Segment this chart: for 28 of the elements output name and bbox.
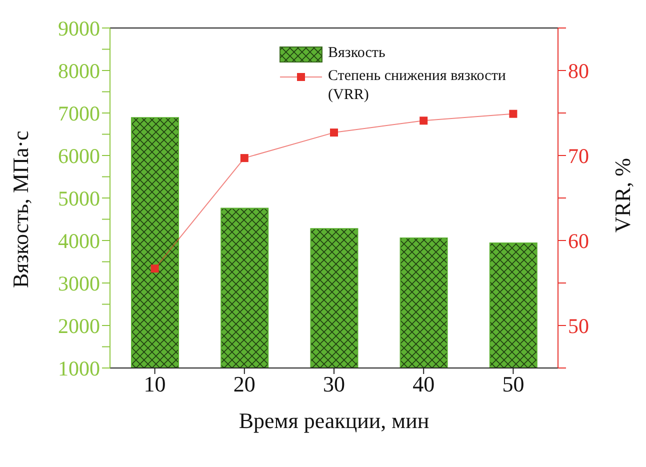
point	[330, 128, 338, 137]
legend-label: Вязкость	[328, 44, 386, 63]
x-tick-label: 30	[323, 372, 345, 397]
x-tick-label: 50	[502, 372, 524, 397]
y-tick-label: 1000	[58, 356, 100, 380]
y2-axis-title: VRR, %	[610, 158, 635, 233]
y-tick-label: 8000	[58, 58, 100, 83]
y-tick-label: 4000	[58, 228, 100, 253]
point	[509, 110, 518, 118]
y2-tick-label: 50	[568, 314, 589, 338]
y2-tick-label: 70	[568, 144, 589, 168]
y-tick-label: 3000	[58, 271, 100, 296]
point	[240, 154, 248, 162]
y-tick-label: 5000	[58, 186, 100, 210]
x-axis-title: Время реакции, мин	[238, 408, 430, 433]
y-tick-label: 7000	[58, 101, 100, 126]
y-tick-label: 2000	[58, 314, 100, 338]
y-tick-label: 6000	[58, 144, 100, 168]
y2-tick-label: 80	[568, 58, 589, 83]
point	[420, 116, 428, 125]
x-tick-label: 20	[233, 372, 256, 397]
y-tick-label: 9000	[58, 16, 100, 40]
x-tick-label: 10	[144, 372, 166, 397]
legend-label: Степень снижения вязкости (VRR)	[328, 67, 507, 105]
point	[150, 264, 159, 273]
x-tick-label: 40	[412, 372, 435, 397]
y2-tick-label: 60	[568, 228, 589, 253]
y-axis-title: Вязкость, МПа·с	[8, 130, 33, 288]
